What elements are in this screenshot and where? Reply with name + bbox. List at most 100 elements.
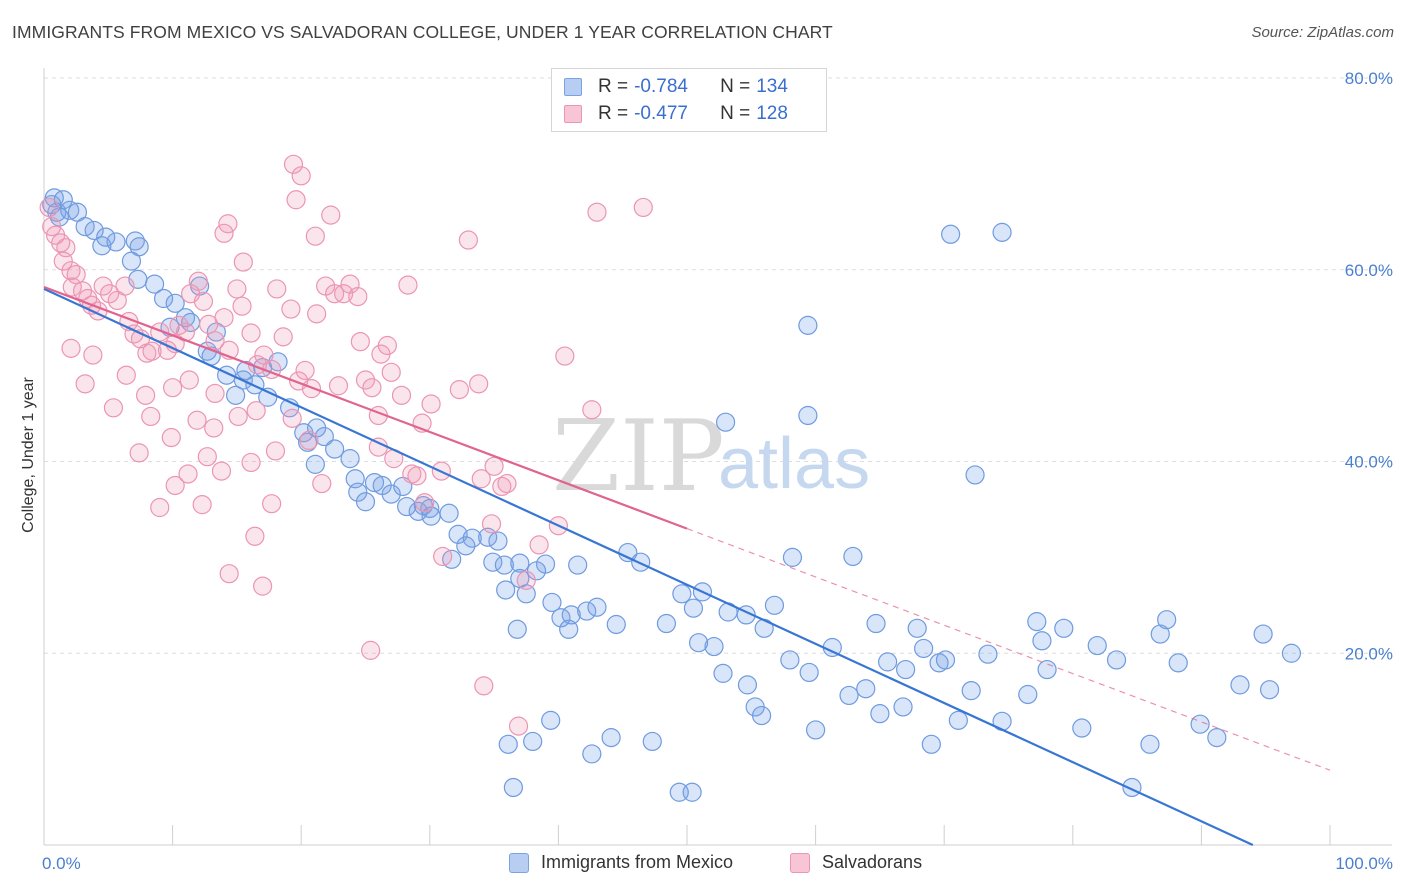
n-label: N = <box>720 103 751 124</box>
mexico-point <box>780 650 800 670</box>
mexico-point <box>856 679 876 699</box>
legend-item-salvadoran: Salvadorans <box>790 852 922 873</box>
mexico-point <box>561 605 581 625</box>
watermark-zip: ZIP <box>552 400 725 514</box>
mexico-point <box>704 636 724 657</box>
mexico-point <box>516 584 536 604</box>
salvadoran-point <box>529 535 549 555</box>
mexico-point <box>839 685 859 706</box>
salvadoran-point <box>312 473 332 494</box>
mexico-point <box>1253 624 1273 644</box>
y-tick-label: 40.0% <box>1345 453 1393 472</box>
salvadoran-point <box>75 374 95 394</box>
mexico-point <box>914 638 934 659</box>
salvadoran-point <box>282 408 302 428</box>
trend-lines <box>43 285 1331 846</box>
mexico-point <box>1037 659 1057 680</box>
salvadoran-point <box>307 304 327 324</box>
mexico-point <box>921 734 941 754</box>
series-mexico-points <box>42 188 1302 802</box>
mexico-point <box>878 652 898 672</box>
tick-labels: 20.0% 40.0% 60.0% 80.0% 0.0% 100.0% <box>42 69 1393 873</box>
salvadoran-point <box>129 443 149 463</box>
mexico-point <box>1027 612 1047 632</box>
r-value: -0.784 <box>634 76 688 97</box>
salvadoran-point <box>53 251 73 271</box>
salvadoran-point <box>492 476 512 497</box>
mexico-point <box>526 561 547 581</box>
mexico-point <box>870 704 890 724</box>
mexico-point <box>782 547 803 567</box>
salvadoran-point <box>204 418 224 438</box>
mexico-point <box>1259 680 1280 700</box>
legend-row-mexico: R = -0.784 N = 134 <box>564 74 788 100</box>
mexico-point <box>121 251 142 271</box>
mexico-point <box>713 663 733 683</box>
mexico-point <box>226 385 246 405</box>
salvadoran-point <box>163 378 183 398</box>
salvadoran-point <box>192 495 212 515</box>
mexico-point <box>314 426 334 447</box>
y-axis-title: College, Under 1 year <box>20 377 37 533</box>
mexico-trend-line <box>43 287 1254 846</box>
salvadoran-point <box>474 676 494 696</box>
salvadoran-point <box>458 230 478 250</box>
y-tick-label: 80.0% <box>1345 69 1393 88</box>
mexico-point <box>935 650 956 670</box>
legend-label-salvadoran: Salvadorans <box>822 852 923 872</box>
salvadoran-point <box>355 370 376 390</box>
salvadoran-point <box>93 276 113 296</box>
mexico-point <box>965 465 985 485</box>
r-value: -0.477 <box>634 103 688 124</box>
mexico-point <box>798 405 818 426</box>
salvadoran-point <box>141 406 161 427</box>
salvadoran-point <box>99 284 120 304</box>
mexico-point <box>1207 728 1227 748</box>
mexico-point <box>798 315 818 335</box>
salvadoran-point <box>253 576 273 596</box>
salvadoran-point <box>211 461 232 481</box>
salvadoran-point <box>179 370 199 390</box>
salvadoran-point <box>281 299 301 319</box>
mexico-point <box>893 697 913 717</box>
mexico-point <box>106 232 126 252</box>
mexico-point <box>494 555 514 575</box>
source-credit: Source: ZipAtlas.com <box>1251 24 1394 41</box>
y-tick-label: 60.0% <box>1345 261 1393 280</box>
salvadoran-point <box>555 346 575 366</box>
mexico-point <box>456 536 476 556</box>
legend-row-salvadoran: R = -0.477 N = 128 <box>564 101 788 127</box>
mexico-point <box>1281 643 1302 663</box>
salvadoran-point <box>402 464 422 484</box>
salvadoran-point <box>398 275 418 295</box>
mexico-point <box>715 412 736 432</box>
salvadoran-point <box>150 497 170 518</box>
salvadoran-point <box>103 398 124 418</box>
mexico-point <box>805 720 826 740</box>
mexico-legend-swatch <box>509 852 529 873</box>
mexico-point <box>587 597 607 617</box>
salvadoran-point <box>188 271 208 291</box>
salvadoran-point <box>516 570 536 590</box>
legend-label-mexico: Immigrants from Mexico <box>541 852 734 872</box>
salvadoran-point <box>633 197 653 218</box>
salvadoran-point <box>481 514 502 534</box>
salvadoran-point <box>421 394 441 414</box>
salvadoran-point <box>62 277 82 297</box>
mexico-point <box>236 360 256 381</box>
mexico-point <box>672 584 692 604</box>
chart-title: IMMIGRANTS FROM MEXICO VS SALVADORAN COL… <box>12 22 833 42</box>
mexico-point <box>483 552 503 572</box>
mexico-point <box>305 454 325 474</box>
mexico-point <box>462 528 482 548</box>
salvadoran-point <box>295 360 315 381</box>
mexico-point <box>60 200 80 220</box>
mexico-point <box>1150 624 1170 644</box>
salvadoran-point <box>265 441 286 461</box>
salvadoran-point <box>267 279 287 299</box>
salvadoran-point <box>415 493 435 513</box>
x-tick-label: 0.0% <box>42 854 81 873</box>
mexico-point <box>340 449 360 469</box>
correlation-legend: R = -0.784 N = 134 R = -0.477 N = 128 <box>551 68 827 132</box>
salvadoran-point <box>246 401 266 421</box>
